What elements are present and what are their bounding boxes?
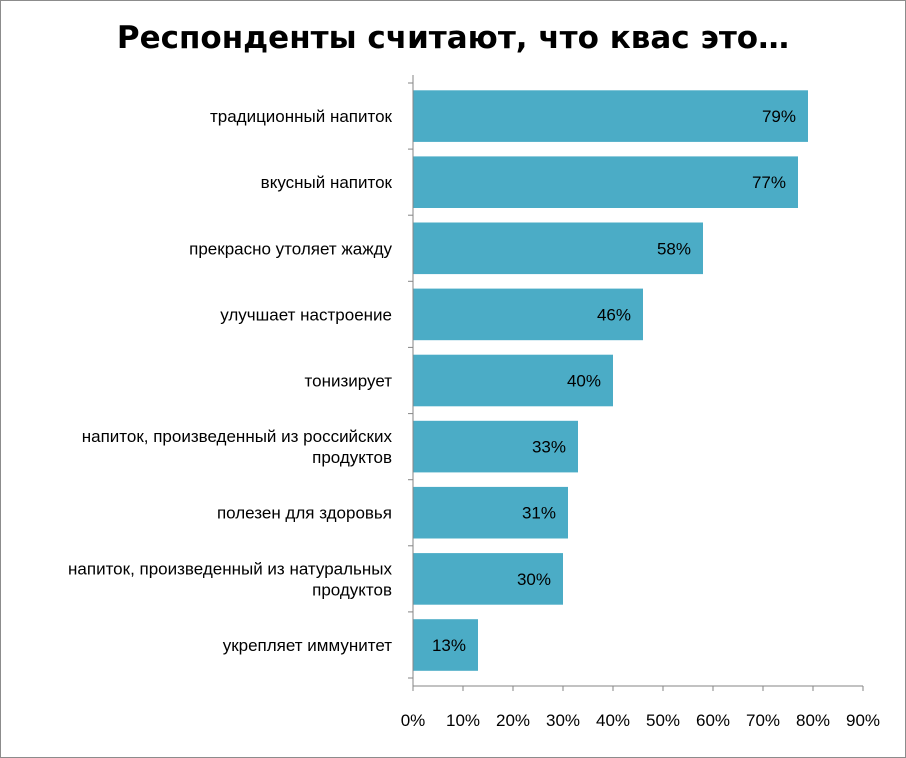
bar	[413, 420, 578, 473]
category-label: вкусный напиток	[261, 173, 393, 192]
x-tick-label: 80%	[796, 711, 830, 730]
x-tick-label: 30%	[546, 711, 580, 730]
x-tick-label: 40%	[596, 711, 630, 730]
category-label: полезен для здоровья	[217, 504, 392, 523]
bar	[413, 553, 563, 605]
category-label: традиционный напиток	[210, 107, 393, 126]
data-label: 30%	[517, 570, 551, 589]
x-tick-label: 0%	[401, 711, 426, 730]
bar	[413, 90, 808, 142]
x-tick-label: 50%	[646, 711, 680, 730]
data-label: 40%	[567, 372, 601, 391]
bar	[413, 156, 798, 208]
x-tick-label: 10%	[446, 711, 480, 730]
data-label: 31%	[522, 504, 556, 523]
x-tick-label: 60%	[696, 711, 730, 730]
x-tick-label: 90%	[846, 711, 880, 730]
data-label: 33%	[532, 438, 566, 457]
data-label: 77%	[752, 173, 786, 192]
x-tick-label: 70%	[746, 711, 780, 730]
category-label: напиток, произведенный из российских	[82, 427, 393, 446]
category-label: продуктов	[312, 580, 392, 599]
bar	[413, 486, 568, 539]
data-label: 46%	[597, 305, 631, 324]
bar	[413, 619, 478, 671]
data-label: 79%	[762, 107, 796, 126]
data-label: 13%	[432, 636, 466, 655]
bar	[413, 222, 703, 275]
category-label: прекрасно утоляет жажду	[189, 239, 392, 258]
category-label: улучшает настроение	[220, 305, 392, 324]
category-label: напиток, произведенный из натуральных	[68, 559, 392, 578]
x-tick-label: 20%	[496, 711, 530, 730]
bar	[413, 288, 643, 341]
bar	[413, 354, 613, 407]
category-label: тонизирует	[305, 372, 393, 391]
data-label: 58%	[657, 239, 691, 258]
category-label: укрепляет иммунитет	[223, 636, 393, 655]
chart-title: Респонденты считают, что квас это…	[116, 20, 790, 56]
category-label: продуктов	[312, 448, 392, 467]
